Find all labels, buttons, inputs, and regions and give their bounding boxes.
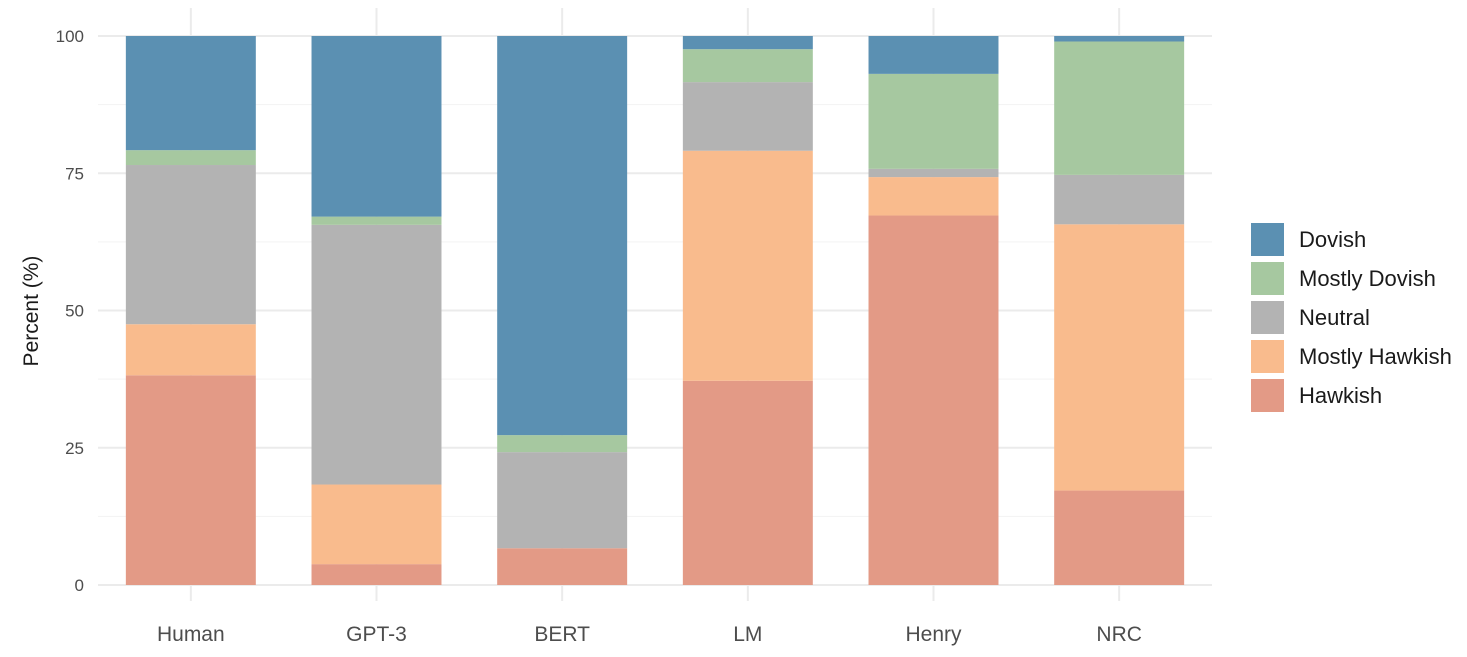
x-tick-label: LM [733, 623, 762, 646]
legend-label: Mostly Dovish [1299, 265, 1436, 291]
legend-item-neutral: Neutral [1250, 298, 1454, 337]
bar-segment [497, 435, 628, 453]
legend-label: Neutral [1299, 304, 1370, 330]
bar-group [125, 36, 1185, 585]
bar-segment [868, 177, 999, 216]
bar-segment [1054, 36, 1185, 42]
x-tick-label: Human [157, 623, 225, 646]
bar-segment [311, 564, 442, 585]
bar-segment [682, 36, 813, 50]
bar-segment [497, 452, 628, 549]
y-axis-ticks: 0 25 50 75 100 [56, 27, 84, 595]
legend-item-hawkish: Hawkish [1250, 376, 1454, 415]
y-tick-label: 75 [65, 164, 84, 183]
bar-segment [311, 224, 442, 485]
bar-segment [868, 73, 999, 169]
legend-label: Hawkish [1299, 382, 1383, 408]
bar-segment [682, 82, 813, 151]
y-tick-label: 50 [65, 302, 84, 321]
bar-segment [125, 150, 256, 166]
x-tick-label: BERT [534, 623, 590, 646]
bar-segment [125, 375, 256, 585]
bar-segment [868, 168, 999, 178]
bar-segment [868, 215, 999, 585]
x-tick-label: NRC [1096, 623, 1142, 646]
legend-swatch [1250, 378, 1285, 413]
legend-label: Dovish [1299, 226, 1367, 252]
legend-swatch [1250, 339, 1285, 374]
x-tick-label: GPT-3 [346, 623, 407, 646]
bar-segment [1054, 174, 1185, 225]
bar-segment [682, 380, 813, 585]
legend-swatch [1250, 300, 1285, 335]
legend-label: Mostly Hawkish [1299, 343, 1452, 369]
y-tick-label: 100 [56, 27, 84, 46]
bar-segment [497, 548, 628, 585]
bar-segment [682, 49, 813, 83]
bar-segment [868, 36, 999, 74]
bar-segment [1054, 41, 1185, 175]
grid-lines [98, 8, 1212, 601]
bar-segment [311, 216, 442, 225]
bar-segment [125, 36, 256, 151]
legend: Dovish Mostly Dovish Neutral Mostly Hawk… [1250, 220, 1454, 415]
x-axis-ticks: Human GPT-3 BERT LM Henry NRC [157, 623, 1142, 646]
bar-segment [311, 36, 442, 217]
legend-item-dovish: Dovish [1250, 220, 1454, 259]
y-tick-label: 0 [75, 576, 84, 595]
bar-segment [311, 484, 442, 565]
bar-segment [682, 150, 813, 381]
legend-swatch [1250, 222, 1285, 257]
y-axis-title: Percent (%) [20, 256, 43, 367]
bar-segment [125, 324, 256, 376]
bar-segment [1054, 224, 1185, 491]
x-tick-label: Henry [905, 623, 962, 646]
bar-segment [1054, 490, 1185, 585]
y-tick-label: 25 [65, 439, 84, 458]
bar-segment [497, 36, 628, 436]
legend-item-mostly-hawkish: Mostly Hawkish [1250, 337, 1454, 376]
bar-segment [125, 165, 256, 325]
legend-swatch [1250, 261, 1285, 296]
legend-item-mostly-dovish: Mostly Dovish [1250, 259, 1454, 298]
